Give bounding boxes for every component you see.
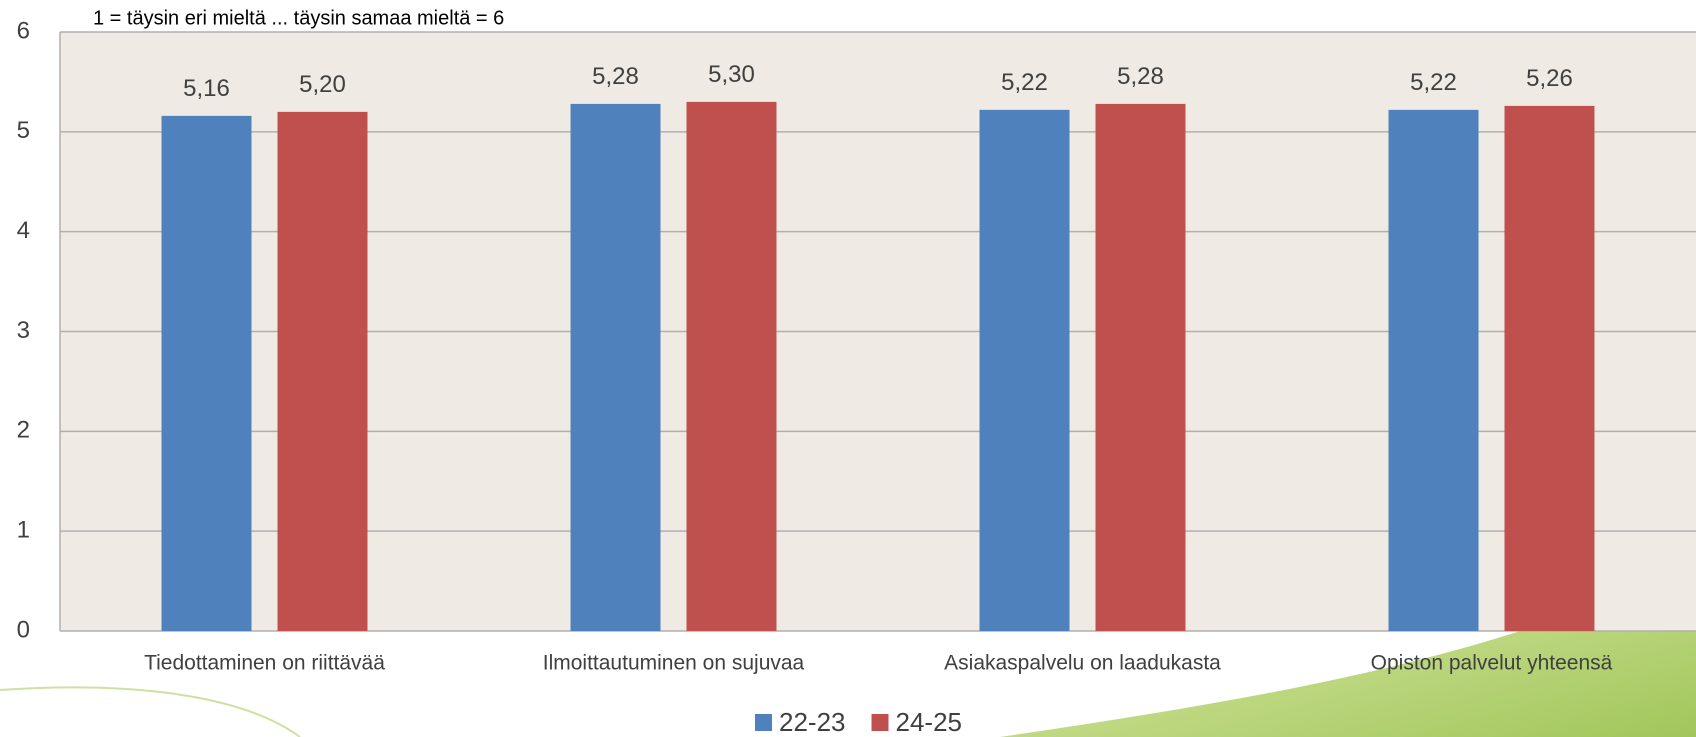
legend-label: 22-23 (779, 707, 846, 737)
bar (570, 103, 661, 631)
value-label: 5,16 (183, 75, 230, 102)
value-label: 5,20 (299, 71, 346, 98)
value-label: 5,30 (708, 61, 755, 88)
legend-swatch (871, 714, 889, 731)
x-tick-label: Ilmoittautuminen on sujuvaa (543, 652, 805, 675)
x-tick-label: Opiston palvelut yhteensä (1371, 652, 1613, 675)
bar (686, 101, 777, 632)
y-tick-label: 2 (17, 417, 30, 444)
y-tick-label: 4 (17, 217, 30, 244)
decoration (0, 686, 301, 737)
bar (277, 111, 368, 631)
value-label: 5,28 (592, 63, 639, 90)
y-tick-label: 3 (17, 317, 30, 344)
decoration (1000, 560, 1696, 737)
bar (1095, 103, 1186, 631)
bar (1388, 109, 1479, 632)
y-tick-label: 1 (17, 517, 30, 544)
bar (1504, 105, 1595, 632)
value-label: 5,22 (1001, 69, 1048, 96)
y-tick-label: 0 (17, 616, 30, 643)
y-tick-label: 5 (17, 117, 30, 144)
value-label: 5,28 (1117, 63, 1164, 90)
x-tick-label: Asiakaspalvelu on laadukasta (944, 652, 1221, 675)
legend-swatch (755, 714, 772, 731)
bar (161, 115, 252, 632)
x-tick-label: Tiedottaminen on riittävää (144, 652, 385, 675)
value-label: 5,22 (1410, 69, 1457, 96)
bar (979, 109, 1070, 632)
legend-label: 24-25 (896, 707, 963, 737)
y-tick-label: 6 (17, 17, 30, 44)
annotation: 1 = täysin eri mieltä ... täysin samaa m… (93, 7, 504, 29)
value-label: 5,26 (1526, 65, 1573, 92)
